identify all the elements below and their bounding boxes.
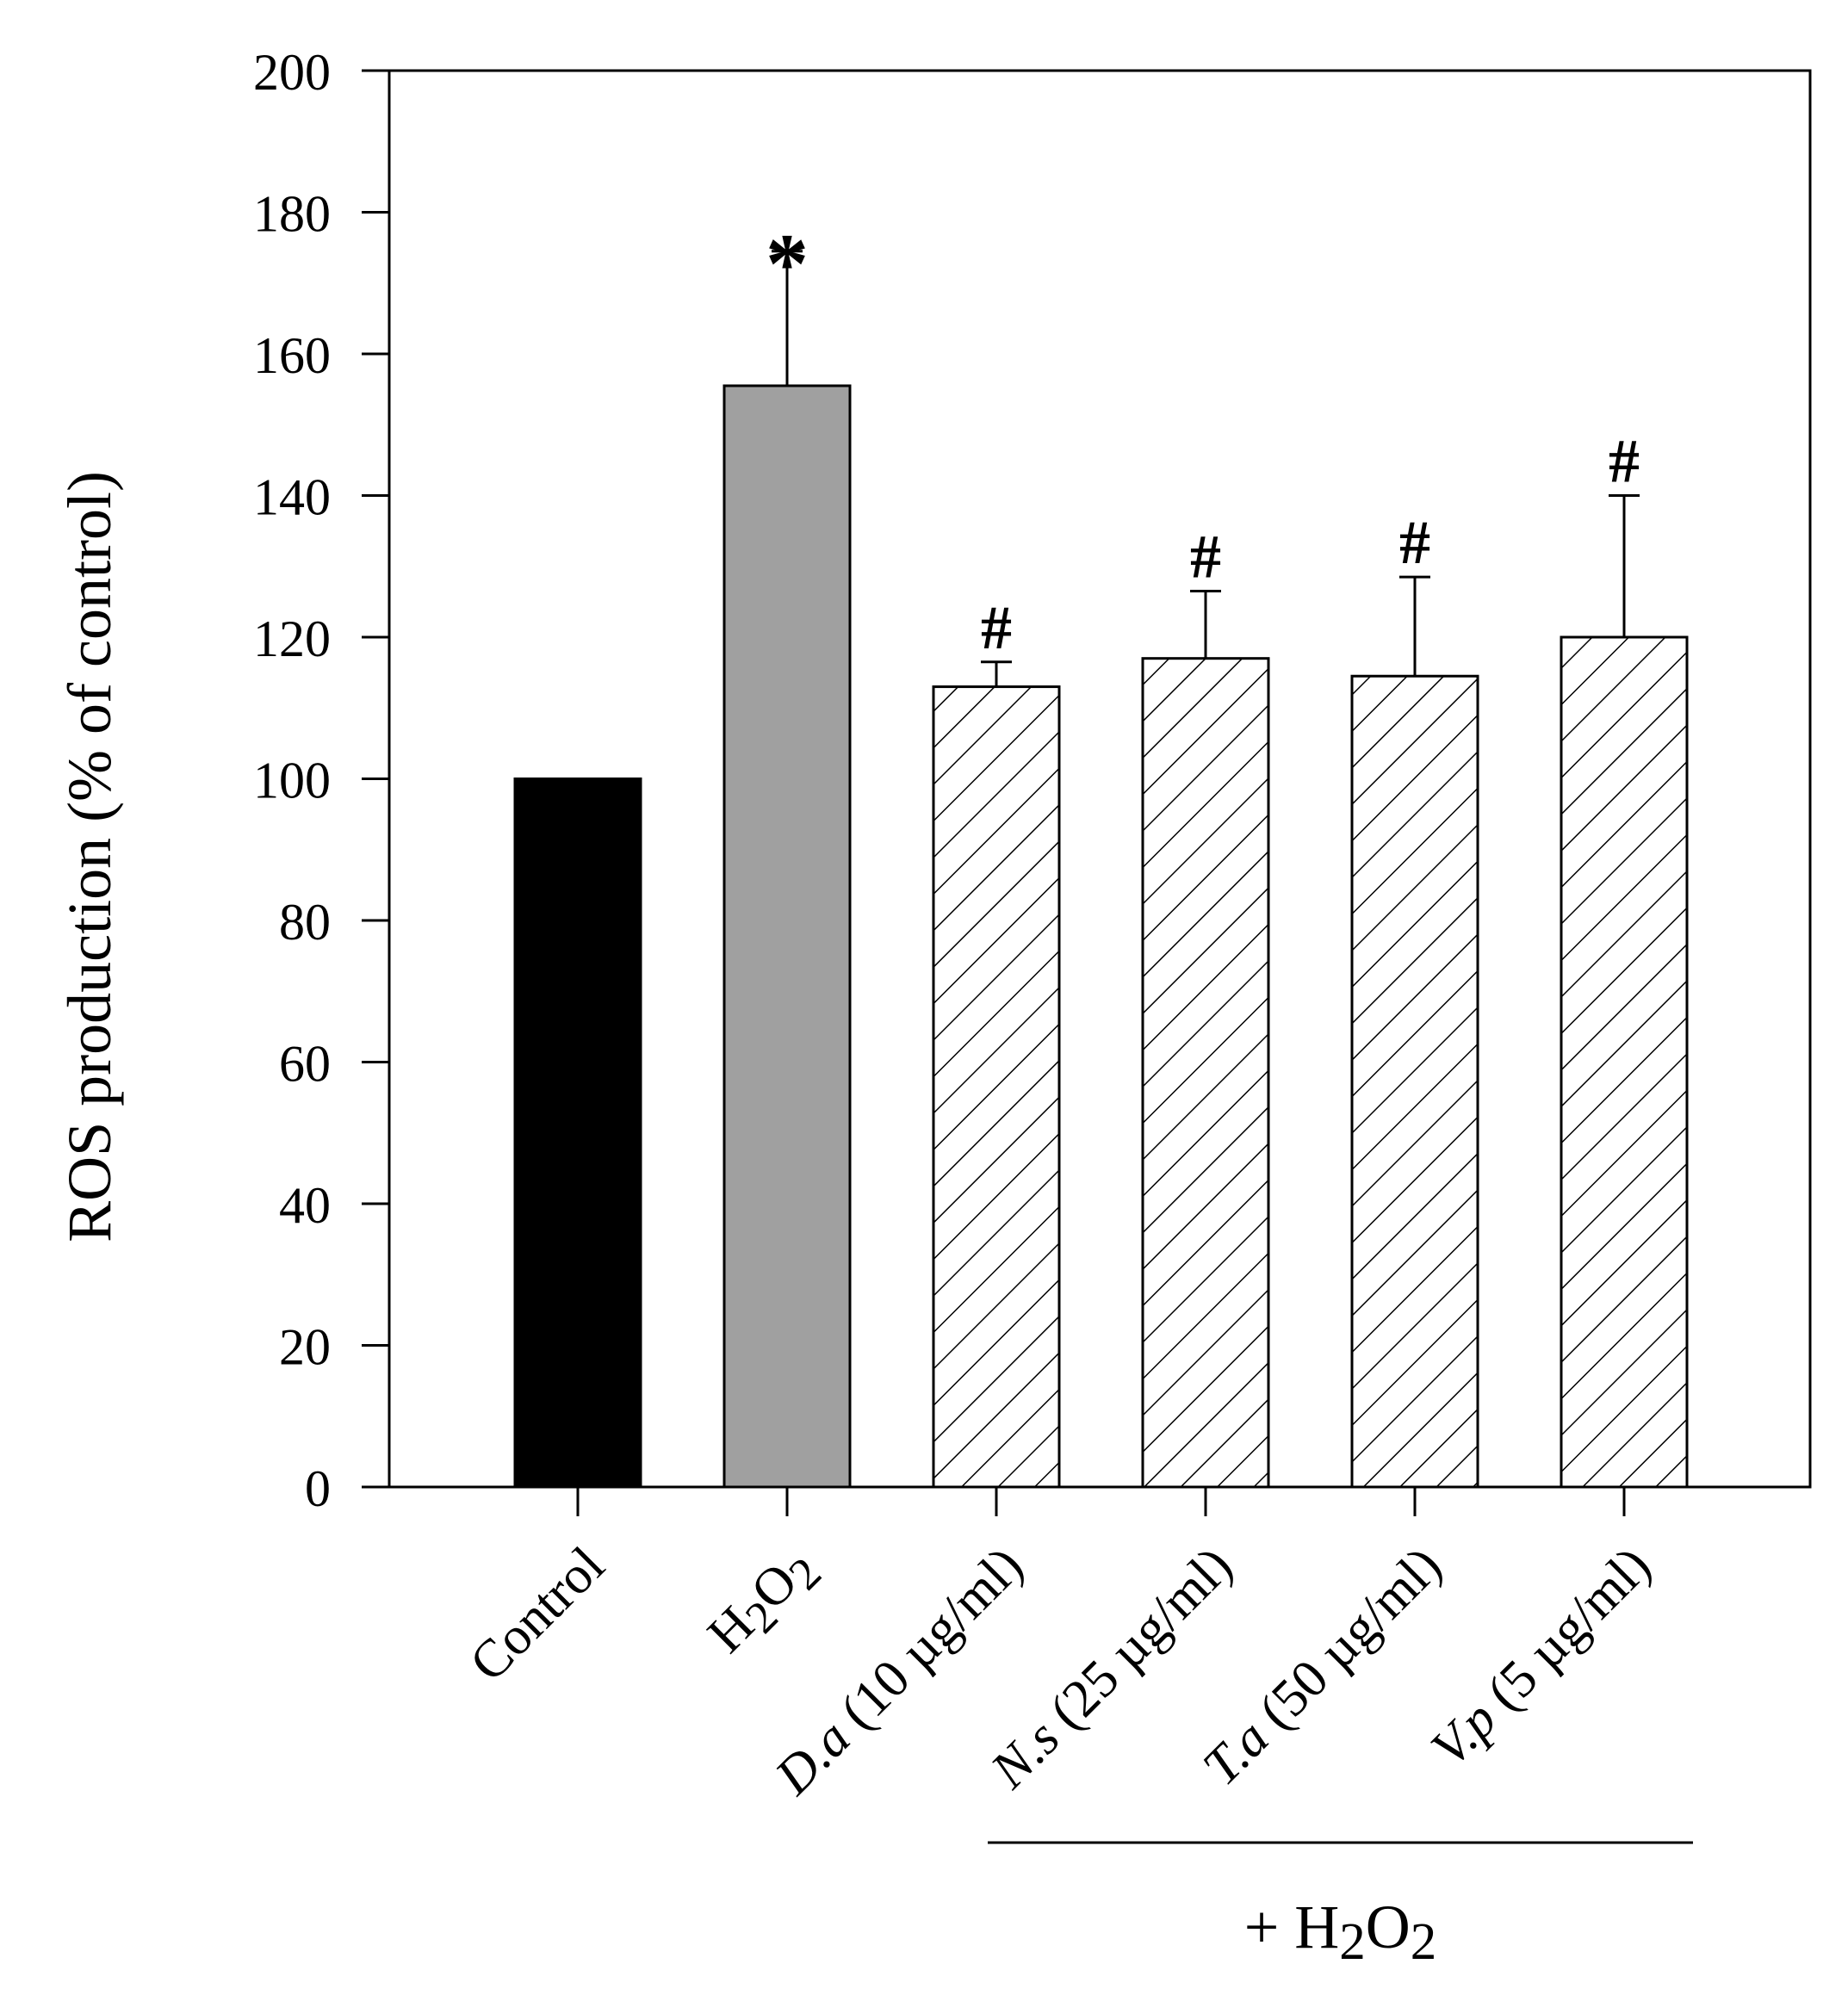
- y-tick-label: 20: [279, 1319, 331, 1376]
- y-tick-label: 180: [253, 186, 331, 243]
- y-tick-label: 200: [253, 44, 331, 101]
- bar-control: [513, 778, 642, 1489]
- bar-vp: [1560, 635, 1689, 1489]
- y-tick-label: 60: [279, 1036, 331, 1093]
- group-label: + H2O2: [1244, 1893, 1437, 1971]
- y-tick-label: 100: [253, 753, 331, 809]
- annotation-h2o2: *: [766, 216, 809, 312]
- x-tick-label-vp: V.p (5 µg/ml): [1420, 1536, 1662, 1778]
- bar-ta: [1350, 674, 1479, 1489]
- bar-h2o2: [722, 384, 852, 1489]
- y-tick-label: 140: [253, 469, 331, 526]
- annotation-ns: #: [1190, 523, 1221, 592]
- x-tick-label-control: Control: [459, 1536, 616, 1693]
- annotation-ta: #: [1399, 508, 1430, 577]
- annotation-vp: #: [1609, 427, 1640, 496]
- y-tick-label: 0: [305, 1460, 331, 1517]
- annotation-da: #: [981, 593, 1012, 662]
- y-tick-label: 40: [279, 1177, 331, 1234]
- x-tick-label-h2o2: H2O2: [697, 1536, 831, 1670]
- y-tick-label: 80: [279, 894, 331, 951]
- bar-ns: [1141, 657, 1270, 1489]
- y-axis-label: ROS production (% of control): [55, 471, 124, 1242]
- y-tick-label: 120: [253, 610, 331, 667]
- bar-da: [932, 685, 1061, 1489]
- y-tick-label: 160: [253, 327, 331, 384]
